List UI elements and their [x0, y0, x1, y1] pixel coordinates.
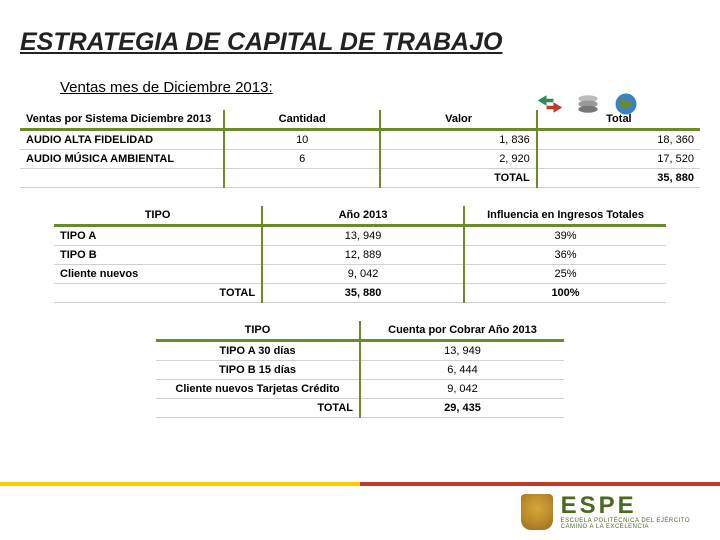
- cell: 9, 042: [360, 380, 564, 399]
- cell: TIPO B: [54, 246, 262, 265]
- cell: TIPO B 15 días: [156, 361, 360, 380]
- cell: TOTAL: [54, 284, 262, 303]
- cell: [224, 169, 380, 188]
- logo-text: ESPE ESCUELA POLITÉCNICA DEL EJÉRCITO CA…: [561, 494, 690, 530]
- cell: 6: [224, 150, 380, 169]
- cell: 35, 880: [262, 284, 464, 303]
- tipo-influence-table: TIPO Año 2013 Influencia en Ingresos Tot…: [54, 206, 666, 303]
- table-row: TIPO B 15 días 6, 444: [156, 361, 564, 380]
- cell: 35, 880: [537, 169, 700, 188]
- stack-icon: [574, 90, 602, 118]
- table-row: TIPO B 12, 889 36%: [54, 246, 666, 265]
- table-row: Cliente nuevos 9, 042 25%: [54, 265, 666, 284]
- globe-icon: [612, 90, 640, 118]
- cell: 100%: [464, 284, 666, 303]
- cell: [20, 169, 224, 188]
- cell: 13, 949: [262, 226, 464, 246]
- tables-region: Ventas por Sistema Diciembre 2013 Cantid…: [0, 110, 720, 418]
- cell: TOTAL: [156, 399, 360, 418]
- col-header: Ventas por Sistema Diciembre 2013: [20, 110, 224, 130]
- col-header: Cuenta por Cobrar Año 2013: [360, 321, 564, 341]
- logo-brand: ESPE: [561, 494, 690, 518]
- cell: TIPO A 30 días: [156, 341, 360, 361]
- cuenta-cobrar-table: TIPO Cuenta por Cobrar Año 2013 TIPO A 3…: [156, 321, 564, 418]
- table-header-row: TIPO Cuenta por Cobrar Año 2013: [156, 321, 564, 341]
- col-header: Año 2013: [262, 206, 464, 226]
- table-header-row: TIPO Año 2013 Influencia en Ingresos Tot…: [54, 206, 666, 226]
- cell: 2, 920: [380, 150, 536, 169]
- arrows-icon: [536, 90, 564, 118]
- cell: 12, 889: [262, 246, 464, 265]
- cell: TIPO A: [54, 226, 262, 246]
- table-total-row: TOTAL 35, 880: [20, 169, 700, 188]
- shield-icon: [521, 494, 553, 530]
- cell: Cliente nuevos Tarjetas Crédito: [156, 380, 360, 399]
- footer-divider: [0, 482, 720, 486]
- cell: AUDIO ALTA FIDELIDAD: [20, 130, 224, 150]
- decorative-icons: [536, 90, 640, 118]
- cell: 25%: [464, 265, 666, 284]
- cell: 1, 836: [380, 130, 536, 150]
- ventas-sistema-table: Ventas por Sistema Diciembre 2013 Cantid…: [20, 110, 700, 188]
- footer-logo: ESPE ESCUELA POLITÉCNICA DEL EJÉRCITO CA…: [521, 494, 690, 530]
- col-header: TIPO: [54, 206, 262, 226]
- col-header: Cantidad: [224, 110, 380, 130]
- cell: 39%: [464, 226, 666, 246]
- cell: 10: [224, 130, 380, 150]
- cell: 18, 360: [537, 130, 700, 150]
- col-header: TIPO: [156, 321, 360, 341]
- cell: 6, 444: [360, 361, 564, 380]
- table-total-row: TOTAL 35, 880 100%: [54, 284, 666, 303]
- cell: 13, 949: [360, 341, 564, 361]
- cell: TOTAL: [380, 169, 536, 188]
- table-row: TIPO A 30 días 13, 949: [156, 341, 564, 361]
- page-title: ESTRATEGIA DE CAPITAL DE TRABAJO: [0, 0, 720, 61]
- cell: 17, 520: [537, 150, 700, 169]
- col-header: Influencia en Ingresos Totales: [464, 206, 666, 226]
- cell: 36%: [464, 246, 666, 265]
- table-total-row: TOTAL 29, 435: [156, 399, 564, 418]
- table-row: AUDIO MÚSICA AMBIENTAL 6 2, 920 17, 520: [20, 150, 700, 169]
- cell: 9, 042: [262, 265, 464, 284]
- cell: Cliente nuevos: [54, 265, 262, 284]
- col-header: Valor: [380, 110, 536, 130]
- table-row: Cliente nuevos Tarjetas Crédito 9, 042: [156, 380, 564, 399]
- cell: 29, 435: [360, 399, 564, 418]
- logo-tagline: CAMINO A LA EXCELENCIA: [561, 524, 690, 530]
- table-row: TIPO A 13, 949 39%: [54, 226, 666, 246]
- table-row: AUDIO ALTA FIDELIDAD 10 1, 836 18, 360: [20, 130, 700, 150]
- cell: AUDIO MÚSICA AMBIENTAL: [20, 150, 224, 169]
